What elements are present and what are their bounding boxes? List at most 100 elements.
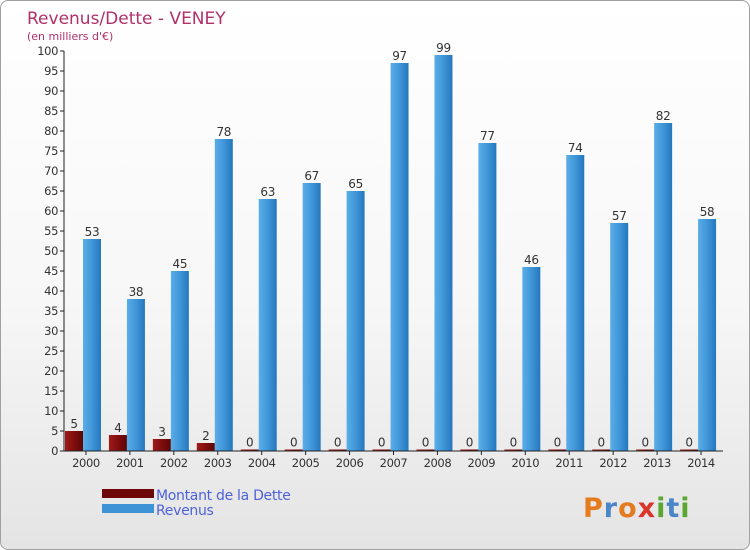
y-tick-label: 45 [44,264,58,278]
bar-revenus [434,55,453,451]
data-label-debt: 0 [290,436,297,450]
bar-debt [372,449,391,451]
proxiti-logo: Proxiti [583,493,690,524]
bar-debt [592,449,611,451]
bar-debt [65,431,83,451]
bar-revenus [170,271,189,451]
y-tick-label: 30 [44,324,58,338]
data-label-debt: 4 [114,421,121,435]
legend: Montant de la Dette Revenus [102,488,291,519]
data-label-revenus: 97 [392,49,407,63]
y-tick-label: 100 [37,44,58,58]
bar-debt [460,449,479,451]
bar-revenus [478,143,497,451]
bar-revenus [566,155,585,451]
bar-debt [108,435,127,451]
legend-swatch-debt [102,489,154,498]
bar-debt [240,449,259,451]
data-label-debt: 0 [246,436,253,450]
data-label-debt: 0 [554,436,561,450]
y-tick-label: 5 [51,424,58,438]
data-label-revenus: 65 [348,177,363,191]
y-tick-label: 40 [44,284,58,298]
data-label-debt: 2 [202,429,209,443]
y-axis: 0 5 10 15 20 25 30 35 40 45 50 55 60 65 70 75 80 85 90 95 10… [37,44,65,458]
x-tick-label: 2001 [116,456,144,470]
chart-subtitle: (en milliers d'€) [27,30,113,43]
data-label-revenus: 74 [568,141,583,155]
bar-debt [636,449,655,451]
bar-revenus [126,299,145,451]
y-tick-label: 50 [44,244,58,258]
chart-title: Revenus/Dette - VENEY [27,9,226,29]
bar-debt [416,449,435,451]
x-axis: 2000 2001 2002 2003 2004 2005 2006 2007 2008 2009… [64,450,723,470]
y-tick-label: 35 [44,304,58,318]
bars: 5 53 4 38 3 45 2 78 0 63 0 67 0 65 0 97 0 99 0 77 0 46 0 74 0 57 0… [65,41,717,451]
x-tick-label: 2007 [380,456,408,470]
x-tick-label: 2012 [599,456,627,470]
x-tick-label: 2008 [424,456,452,470]
x-tick-label: 2013 [643,456,671,470]
bar-revenus [522,267,541,451]
data-label-debt: 5 [70,417,77,431]
data-label-revenus: 82 [656,109,671,123]
y-tick-label: 60 [44,204,58,218]
bar-revenus [346,191,365,451]
y-tick-label: 95 [44,64,58,78]
legend-label-debt: Montant de la Dette [156,488,291,504]
data-label-revenus: 67 [304,169,319,183]
bar-debt [196,443,215,451]
y-tick-label: 85 [44,104,58,118]
x-tick-label: 2004 [248,456,276,470]
data-label-debt: 0 [422,436,429,450]
bar-revenus [698,219,717,451]
y-tick-label: 15 [44,384,58,398]
data-label-debt: 0 [685,436,692,450]
y-tick-label: 55 [44,224,58,238]
x-tick-label: 2006 [336,456,364,470]
x-tick-label: 2009 [468,456,496,470]
bar-revenus [654,123,673,451]
x-tick-label: 2002 [160,456,188,470]
bar-debt [328,449,347,451]
bar-revenus [390,63,409,451]
data-label-revenus: 53 [85,225,100,239]
y-tick-label: 90 [44,84,58,98]
data-label-revenus: 45 [173,257,188,271]
data-label-revenus: 99 [436,41,451,55]
y-tick-label: 70 [44,164,58,178]
y-tick-label: 75 [44,144,58,158]
data-label-debt: 0 [378,436,385,450]
y-tick-label: 20 [44,364,58,378]
x-tick-label: 2005 [292,456,320,470]
y-tick-label: 10 [44,404,58,418]
y-tick-label: 65 [44,184,58,198]
legend-label-revenus: Revenus [156,503,214,519]
data-label-debt: 0 [334,436,341,450]
data-label-revenus: 77 [480,129,495,143]
data-label-revenus: 57 [612,209,627,223]
bar-debt [680,449,699,451]
data-label-debt: 0 [466,436,473,450]
data-label-revenus: 38 [129,285,144,299]
data-label-debt: 0 [641,436,648,450]
bar-revenus [258,199,277,451]
bar-revenus [214,139,233,451]
bar-revenus [302,183,321,451]
bar-revenus [83,239,101,451]
x-tick-label: 2003 [204,456,232,470]
y-tick-label: 25 [44,344,58,358]
data-label-revenus: 78 [216,125,231,139]
bar-debt [548,449,567,451]
bar-debt [152,439,171,451]
bar-revenus [610,223,629,451]
bar-debt [284,449,303,451]
legend-swatch-revenus [102,504,154,513]
x-tick-label: 2014 [687,456,715,470]
data-label-debt: 0 [598,436,605,450]
y-tick-label: 80 [44,124,58,138]
data-label-revenus: 58 [700,205,715,219]
